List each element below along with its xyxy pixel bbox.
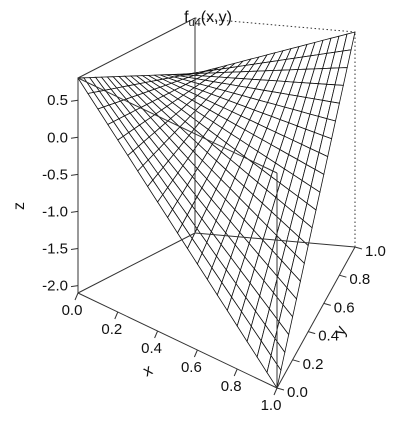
x-axis-title: x <box>140 362 155 381</box>
z-tick-label: -0.5 <box>42 166 68 183</box>
box-edge <box>194 232 356 248</box>
x-tick-label: 0.2 <box>101 321 122 338</box>
chart-title: fu4(x,y) <box>184 9 232 29</box>
z-axis-title: z <box>11 202 28 210</box>
title-main: f <box>184 9 189 26</box>
x-tick-label: 0.4 <box>141 340 162 357</box>
z-tick-label: -2.0 <box>42 278 68 295</box>
z-tick-mark <box>70 285 79 288</box>
box-edge <box>276 246 356 389</box>
z-tick-label: 0.5 <box>47 92 68 109</box>
box-edge <box>77 77 278 174</box>
title-args: (x,y) <box>201 9 232 26</box>
y-tick-mark <box>323 302 331 306</box>
x-tick-mark <box>273 387 278 396</box>
surface-mesh <box>77 31 356 390</box>
y-tick-mark <box>276 387 285 391</box>
z-tick-label: -1.5 <box>42 241 68 258</box>
y-tick-label: 0.0 <box>287 384 308 401</box>
z-tick-mark <box>70 173 79 176</box>
x-tick-mark <box>233 368 238 377</box>
x-tick-mark <box>74 292 79 301</box>
y-tick-mark <box>292 359 300 363</box>
x-tick-label: 0.6 <box>181 359 202 376</box>
z-tick-mark <box>70 99 79 102</box>
title-subscript: u4 <box>189 17 201 29</box>
x-tick-label: 0.8 <box>221 378 242 395</box>
x-tick-mark <box>114 311 119 320</box>
x-tick-mark <box>193 349 198 358</box>
x-tick-label: 1.0 <box>261 397 282 414</box>
axes <box>70 99 363 396</box>
box-front-edges <box>77 17 356 389</box>
y-tick-label: 0.6 <box>334 299 355 316</box>
box-edge <box>77 232 196 294</box>
z-tick-mark <box>70 210 79 213</box>
z-tick-mark <box>70 248 79 250</box>
z-tick-label: 0.0 <box>47 129 68 146</box>
y-tick-label: 1.0 <box>365 243 386 260</box>
y-tick-label: 0.8 <box>349 271 370 288</box>
box-edge <box>77 292 278 389</box>
y-tick-label: 0.4 <box>318 328 339 345</box>
z-tick-label: -1.0 <box>42 203 68 220</box>
x-tick-mark <box>154 330 159 339</box>
y-tick-mark <box>339 274 347 278</box>
y-tick-label: 0.2 <box>303 356 324 373</box>
box-edge <box>77 17 196 79</box>
y-tick-mark <box>308 331 316 335</box>
z-tick-mark <box>70 136 79 139</box>
x-tick-label: 0.0 <box>62 302 83 319</box>
y-tick-mark <box>354 246 363 250</box>
box-hidden-edge <box>194 17 356 33</box>
